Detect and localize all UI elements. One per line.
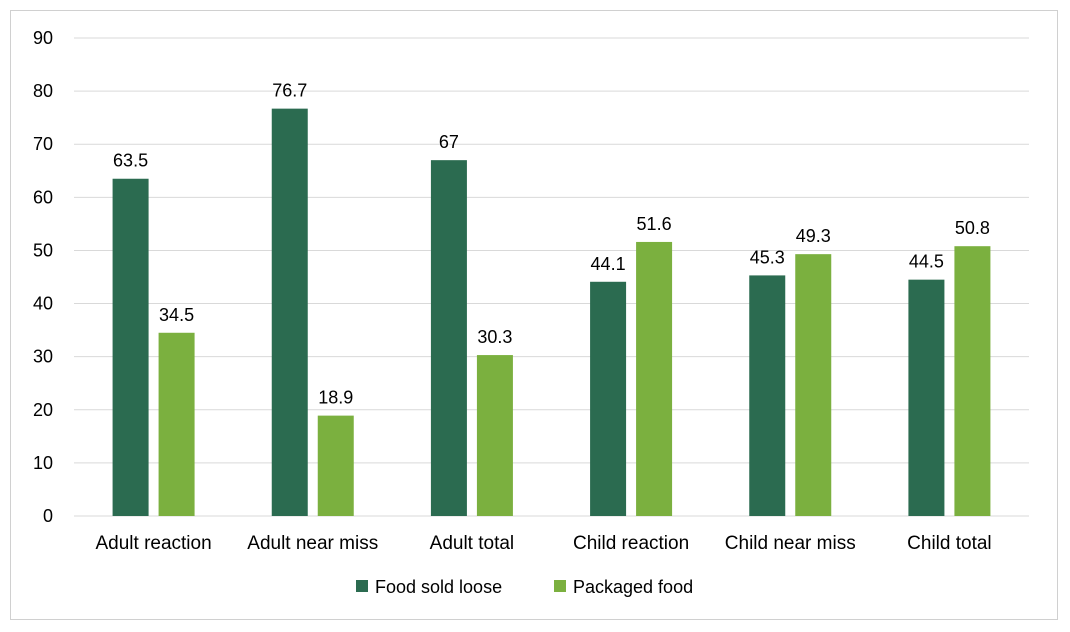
x-axis-ticks: Adult reaction Adult near miss Adult total…: [95, 533, 991, 554]
bar-packaged-food: [954, 246, 991, 516]
x-tick-label: Child near miss: [725, 533, 856, 554]
x-tick-label: Child reaction: [573, 533, 689, 554]
y-axis-ticks: 0 10 20 30 40 50 60 70 80 90: [33, 28, 53, 526]
legend-label: Food sold loose: [375, 577, 502, 597]
y-tick-label: 70: [33, 134, 53, 154]
x-tick-label: Child total: [907, 533, 992, 554]
data-label: 30.3: [477, 327, 512, 347]
data-label: 34.5: [159, 305, 194, 325]
y-tick-label: 90: [33, 28, 53, 48]
bar-food-sold-loose: [271, 108, 308, 516]
legend-label: Packaged food: [573, 577, 693, 597]
data-label: 18.9: [318, 388, 353, 408]
bar-food-sold-loose: [749, 275, 786, 516]
bar-packaged-food: [795, 254, 832, 516]
data-label: 63.5: [113, 151, 148, 171]
x-tick-label: Adult near miss: [247, 533, 378, 554]
bar-chart: 0 10 20 30 40 50 60 70 80 90 63.5 34.5 76.7 18.9 67 30…: [33, 28, 1029, 597]
y-tick-label: 60: [33, 187, 53, 207]
bars: [112, 108, 991, 517]
y-tick-label: 30: [33, 347, 53, 367]
data-labels: 63.5 34.5 76.7 18.9 67 30.3 44.1 51.6 45.3 49.3 44…: [113, 81, 990, 408]
bar-food-sold-loose: [908, 279, 945, 516]
data-label: 44.1: [591, 254, 626, 274]
y-tick-label: 20: [33, 400, 53, 420]
data-label: 50.8: [955, 218, 990, 238]
legend-swatch: [554, 580, 566, 592]
chart-frame: 0 10 20 30 40 50 60 70 80 90 63.5 34.5 76.7 18.9 67 30…: [10, 10, 1058, 620]
x-tick-label: Adult total: [430, 533, 515, 554]
bar-packaged-food: [317, 415, 354, 516]
bar-food-sold-loose: [430, 160, 467, 516]
bar-packaged-food: [636, 241, 673, 517]
data-label: 45.3: [750, 247, 785, 267]
x-tick-label: Adult reaction: [95, 533, 211, 554]
gridlines: [74, 37, 1029, 517]
data-label: 67: [439, 132, 459, 152]
data-label: 49.3: [796, 226, 831, 246]
data-label: 51.6: [637, 214, 672, 234]
data-label: 44.5: [909, 252, 944, 272]
bar-packaged-food: [476, 355, 513, 516]
y-tick-label: 0: [43, 506, 53, 526]
y-tick-label: 40: [33, 294, 53, 314]
y-tick-label: 80: [33, 81, 53, 101]
bar-food-sold-loose: [112, 178, 149, 516]
y-tick-label: 10: [33, 453, 53, 473]
data-label: 76.7: [272, 81, 307, 101]
legend-swatch: [356, 580, 368, 592]
legend: Food sold loose Packaged food: [356, 577, 693, 597]
bar-food-sold-loose: [590, 281, 627, 516]
y-tick-label: 50: [33, 240, 53, 260]
bar-packaged-food: [158, 332, 195, 516]
